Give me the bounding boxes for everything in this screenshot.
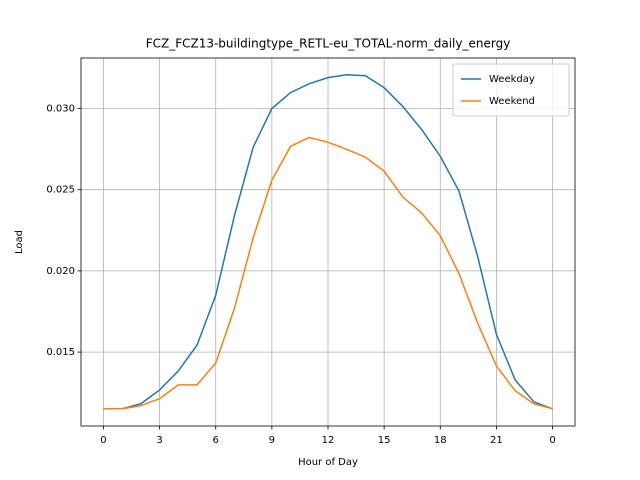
legend-box	[452, 63, 570, 117]
y-tick-label: 0.030	[46, 104, 75, 115]
y-tick-label: 0.015	[46, 347, 75, 358]
legend-label: Weekend	[489, 96, 535, 107]
x-tick-label: 3	[156, 435, 162, 446]
y-tick-label: 0.020	[46, 266, 75, 277]
x-tick-label: 15	[378, 435, 391, 446]
chart-title: FCZ_FCZ13-buildingtype_RETL-eu_TOTAL-nor…	[146, 37, 511, 51]
x-tick-label: 9	[269, 435, 275, 446]
x-tick-label: 0	[100, 435, 106, 446]
legend-label: Weekday	[489, 74, 535, 85]
line-series	[103, 73, 553, 410]
plot-frame	[80, 57, 576, 427]
x-tick-label: 12	[322, 435, 335, 446]
x-axis-label: Hour of Day	[298, 457, 358, 468]
x-tick-label: 21	[490, 435, 503, 446]
x-tick-label: 18	[434, 435, 447, 446]
line-series	[103, 136, 553, 410]
x-tick-label: 0	[549, 435, 555, 446]
y-axis-label: Load	[14, 230, 25, 254]
y-tick-label: 0.025	[46, 185, 75, 196]
x-tick-label: 6	[213, 435, 219, 446]
